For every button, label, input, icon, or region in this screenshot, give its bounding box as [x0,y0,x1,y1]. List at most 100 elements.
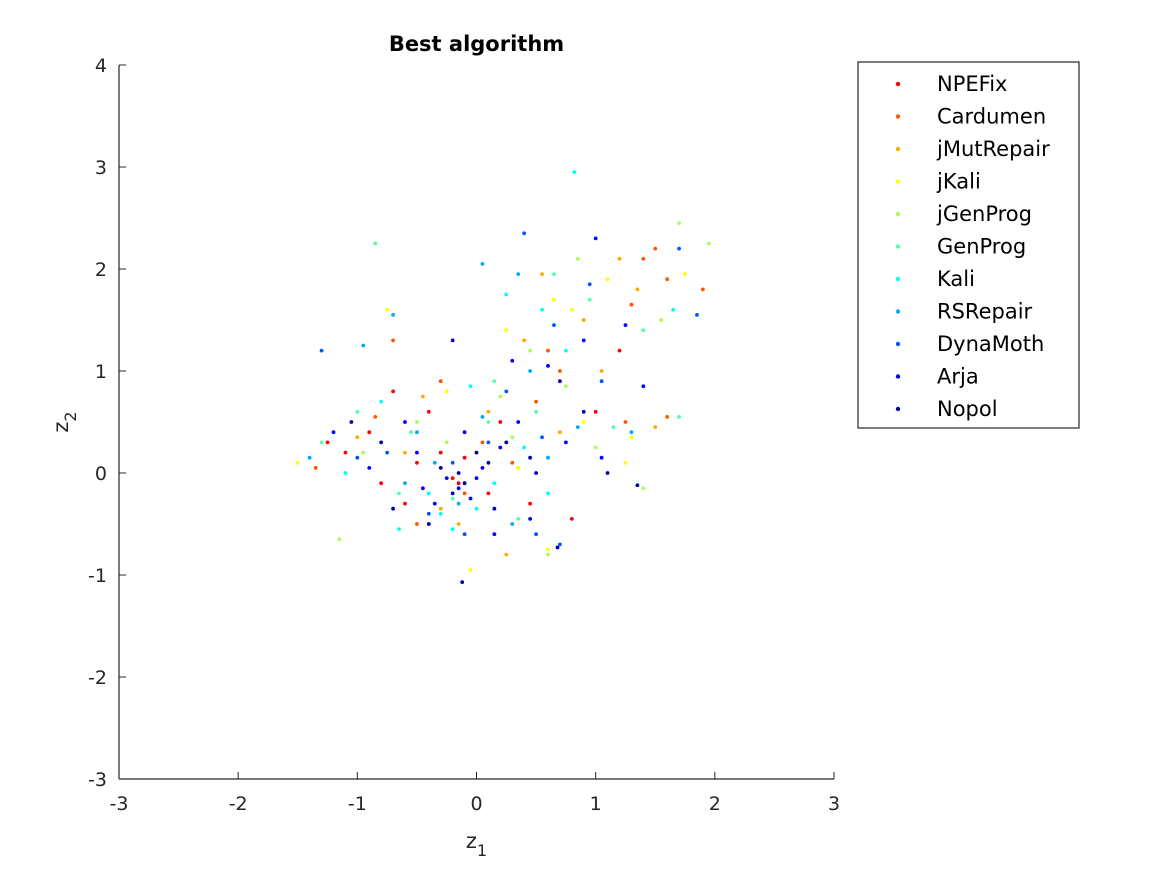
legend-item: jGenProg [895,202,1032,226]
scatter-point [581,338,586,343]
scatter-point [623,420,628,424]
scatter-point [307,455,312,460]
data-points [295,170,711,585]
scatter-point [420,394,425,399]
scatter-point [444,440,449,445]
legend-label: jMutRepair [936,137,1050,161]
scatter-point [522,445,527,450]
scatter-point [522,338,527,343]
scatter-point [653,246,658,251]
scatter-point [361,343,366,348]
scatter-point [552,323,556,327]
legend-item: GenProg [895,235,1026,259]
legend-marker [895,114,901,119]
scatter-point [331,430,336,435]
scatter-point [558,369,562,373]
series-cardumen [313,246,705,526]
scatter-point [587,282,592,287]
scatter-point [397,491,401,496]
scatter-point [474,506,479,511]
scatter-point [474,450,479,455]
scatter-point [498,445,503,450]
scatter-point [599,455,604,460]
scatter-point [581,420,586,424]
scatter-point [480,440,485,445]
scatter-point [534,471,538,475]
scatter-point [677,221,681,226]
scatter-point [450,460,455,465]
scatter-point [558,430,562,435]
y-axis-label: z2 [49,411,80,432]
legend-label: DynaMoth [937,332,1044,356]
scatter-point [319,348,324,353]
scatter-point [432,460,437,465]
scatter-point [677,415,681,419]
scatter-point [426,522,431,526]
legend-item: jKali [895,170,981,194]
scatter-point [617,256,622,261]
scatter-point [379,481,384,486]
scatter-point [319,440,324,445]
scatter-point [313,466,318,470]
scatter-point [552,297,556,302]
scatter-point [486,491,491,496]
scatter-point [403,481,407,486]
scatter-point [450,338,455,343]
scatter-point [444,389,449,394]
scatter-point [367,466,372,470]
x-tick-label: 2 [709,793,721,815]
scatter-point [343,450,348,455]
legend-marker [895,309,901,314]
legend-item: Nopol [895,397,998,421]
scatter-point [379,399,384,404]
scatter-point [415,460,419,465]
scatter-point [373,241,378,246]
scatter-point [540,435,544,440]
scatter-point [555,545,560,550]
scatter-point [468,568,473,572]
series-kali [343,170,676,531]
scatter-point [701,287,705,292]
legend-item: Cardumen [895,105,1046,129]
scatter-point [575,256,580,261]
x-tick-label: -2 [229,793,248,815]
scatter-point [572,170,577,175]
scatter-point [528,517,533,521]
legend-label: jGenProg [936,202,1032,226]
scatter-point [516,517,521,521]
scatter-point [355,455,360,460]
scatter-point [492,506,497,511]
scatter-point [510,460,515,465]
scatter-point [480,262,485,266]
scatter-point [695,313,699,317]
scatter-point [391,313,395,317]
scatter-point [325,440,330,445]
x-axis-label-subscript: 1 [477,841,487,860]
scatter-point [432,501,437,506]
scatter-point [462,481,467,486]
scatter-point [546,364,550,368]
scatter-point [480,466,485,470]
scatter-point [623,323,628,327]
scatter-point [522,231,527,236]
scatter-point [706,241,711,246]
scatter-point [581,318,586,322]
legend-label: RSRepair [937,300,1033,324]
scatter-point [415,420,419,424]
scatter-point [635,483,640,488]
scatter-point [528,348,533,353]
y-tick-label: -3 [88,769,107,791]
scatter-point [552,272,556,276]
scatter-point [462,491,467,496]
legend: NPEFix Cardumen jMutRepair jKali jGenProg Gen… [857,61,1080,429]
scatter-point [420,486,425,491]
scatter-point [468,384,473,389]
scatter-point [528,501,533,506]
scatter-point [665,415,670,419]
scatter-point [546,348,550,353]
legend-item: DynaMoth [895,332,1044,356]
scatter-point [528,369,533,373]
scatter-point [426,491,431,496]
scatter-point [415,430,419,435]
scatter-point [665,277,670,282]
